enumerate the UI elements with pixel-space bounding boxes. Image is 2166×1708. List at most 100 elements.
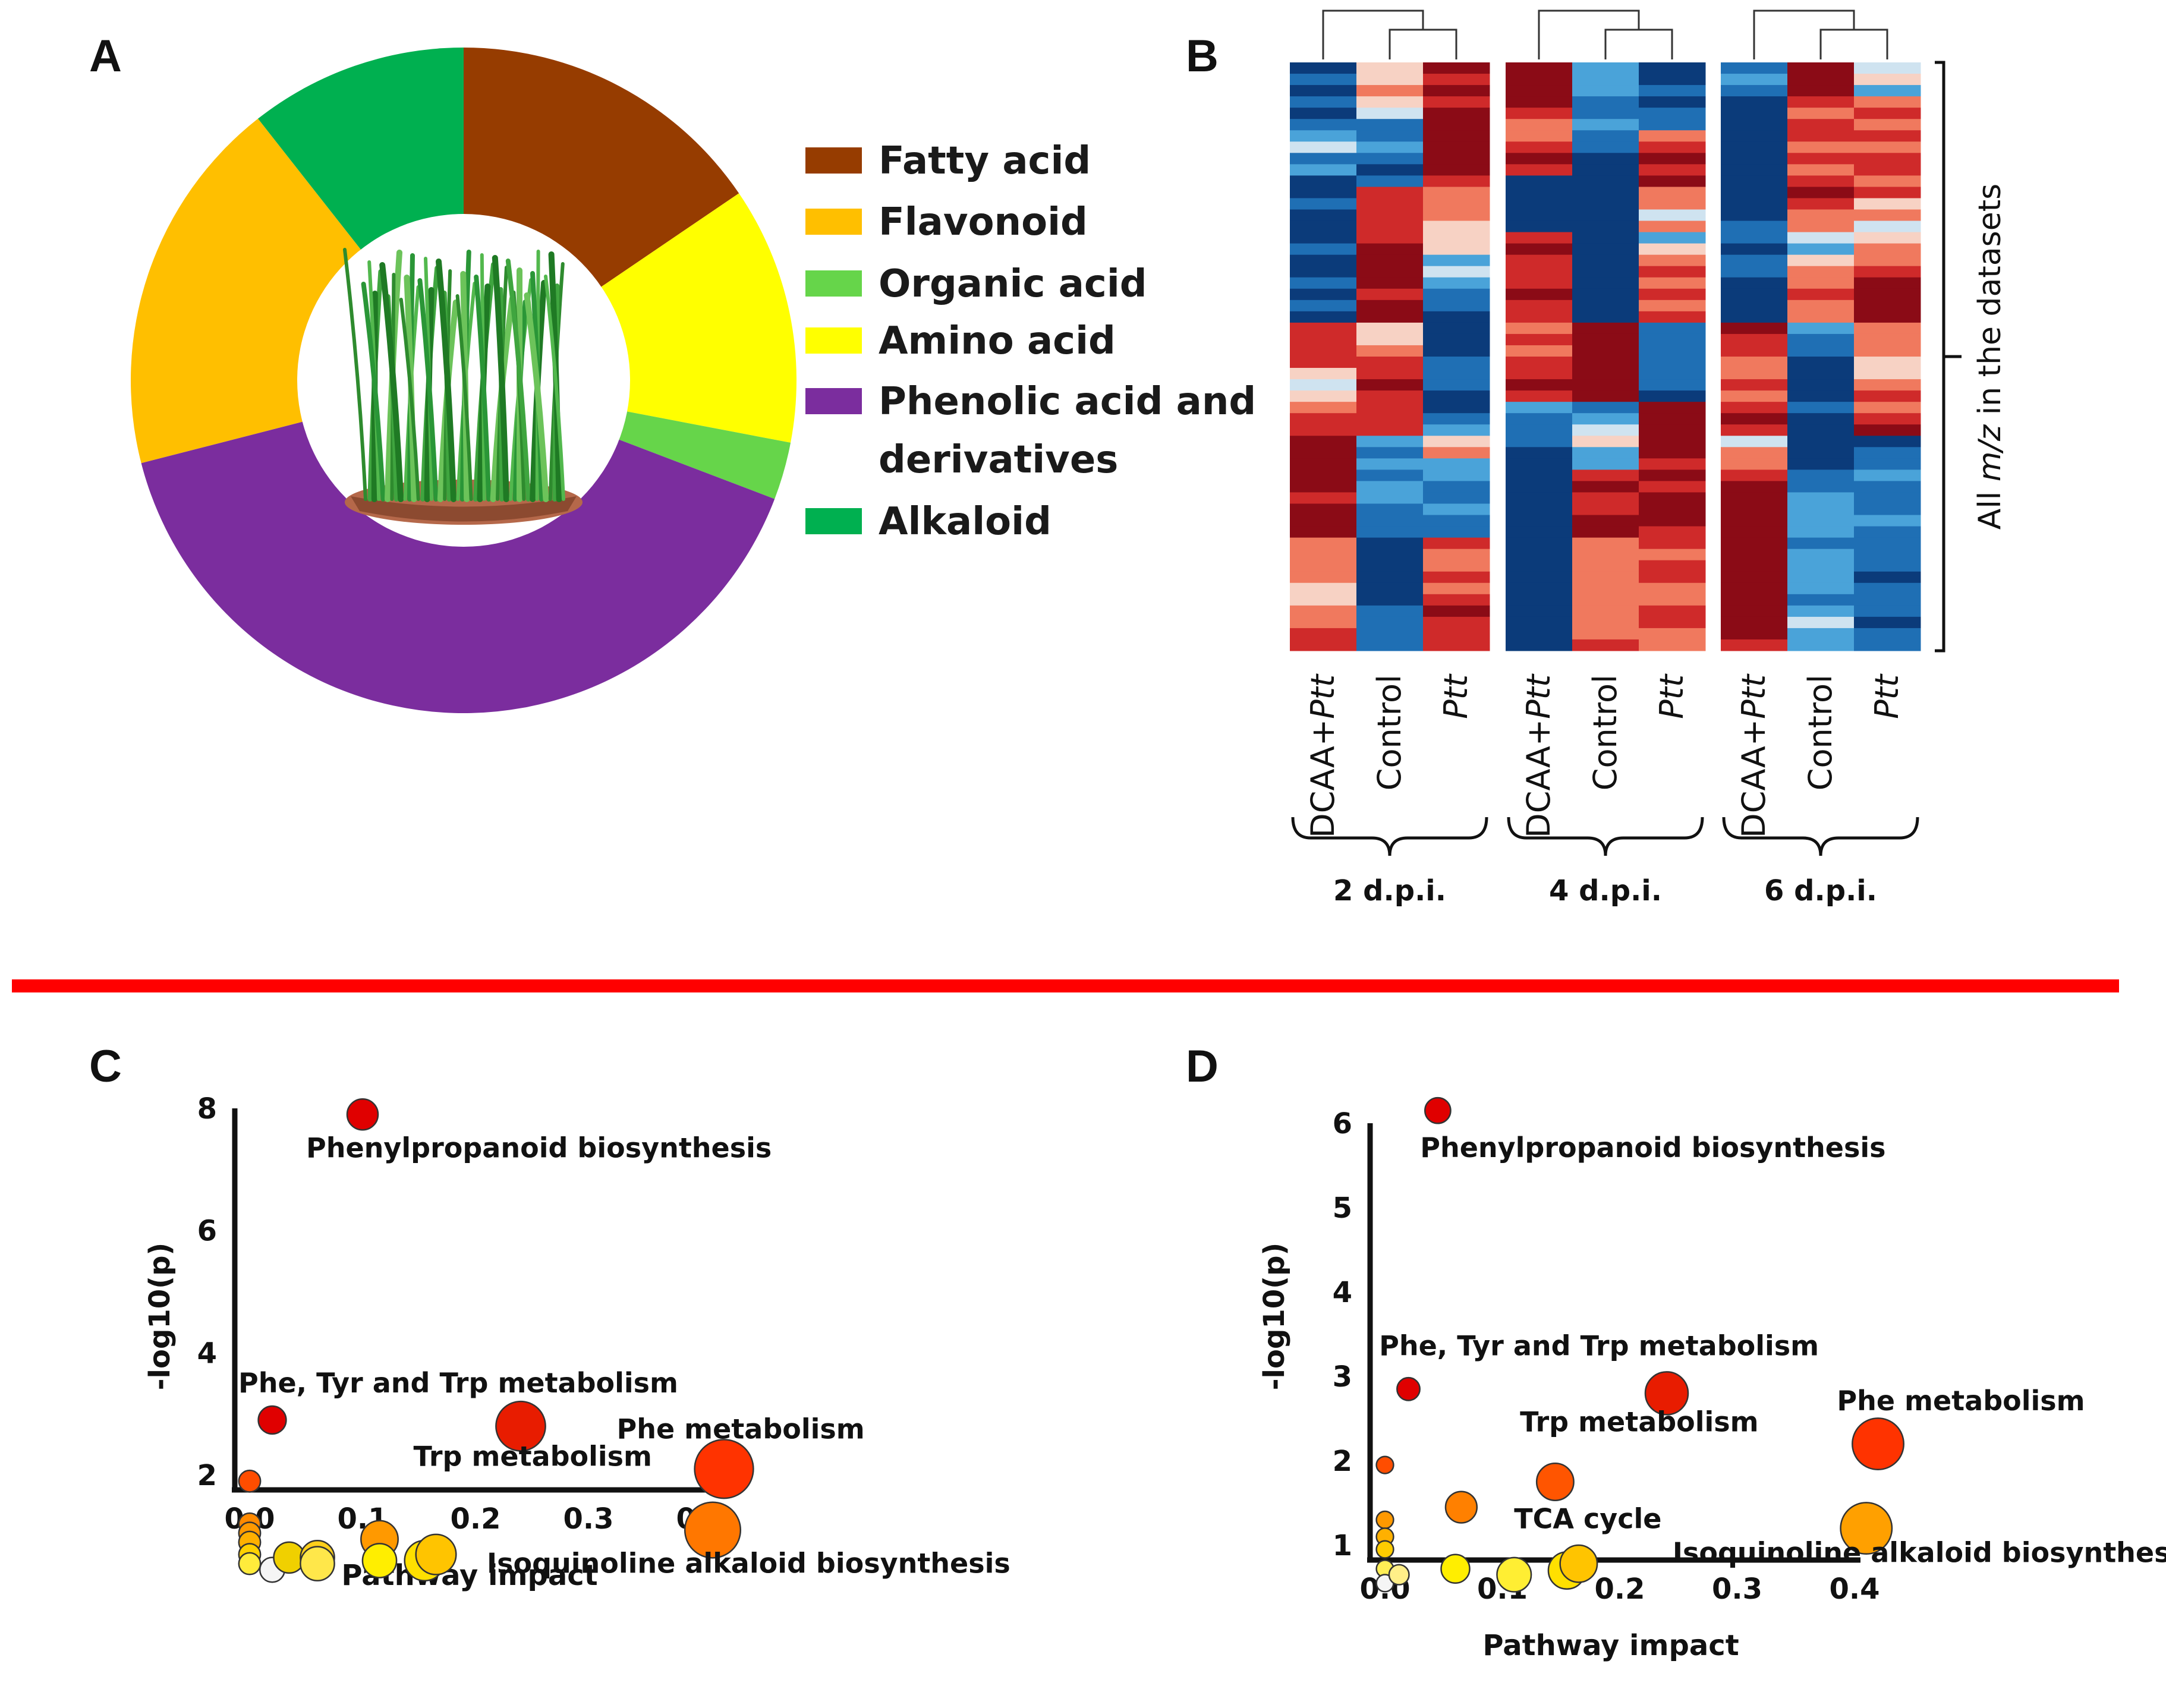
heatmap-cell	[1639, 220, 1706, 233]
point-annotation: TCA cycle	[1514, 1503, 1661, 1535]
heatmap-cell	[1721, 628, 1788, 640]
heatmap-cell	[1506, 277, 1573, 289]
heatmap-cell	[1721, 243, 1788, 256]
heatmap-cell	[1506, 368, 1573, 380]
heatmap-cell	[1639, 277, 1706, 289]
data-point	[300, 1546, 335, 1581]
heatmap-cell	[1423, 277, 1490, 289]
heatmap-cell	[1356, 62, 1424, 74]
legend: Fatty acid Flavonoid Organic acid Amino aci…	[805, 139, 1256, 544]
data-point	[1375, 1540, 1394, 1559]
heatmap-cell	[1572, 345, 1639, 357]
heatmap-cell	[1721, 300, 1788, 312]
heatmap-cell	[1787, 458, 1855, 470]
heatmap-cell	[1290, 436, 1357, 448]
heatmap-cell	[1506, 141, 1573, 153]
heatmap-cell	[1787, 469, 1855, 481]
heatmap-cell	[1290, 232, 1357, 244]
heatmap-cell	[1854, 322, 1921, 335]
heatmap-cell	[1721, 288, 1788, 301]
heatmap-cell	[1506, 436, 1573, 448]
heatmap-cell	[1572, 424, 1639, 436]
heatmap-cell	[1423, 571, 1490, 584]
column-label: Control	[1802, 675, 1839, 790]
legend-label-5-line2: derivatives	[879, 438, 1118, 482]
heatmap-cell	[1787, 108, 1855, 119]
heatmap-cell	[1787, 605, 1855, 617]
heatmap-cell	[1423, 74, 1490, 86]
heatmap-cell	[1787, 254, 1855, 267]
heatmap-cell	[1290, 390, 1357, 402]
heatmap-cell	[1787, 62, 1855, 74]
heatmap-cell	[1572, 74, 1639, 86]
heatmap-cell	[1423, 209, 1490, 222]
heatmap-cell	[1506, 469, 1573, 481]
heatmap-cell	[1721, 605, 1788, 617]
heatmap-cell	[1639, 243, 1706, 256]
heatmap-cell	[1506, 153, 1573, 165]
y-tick-label: 1	[1333, 1529, 1352, 1562]
heatmap-cell	[1423, 96, 1490, 108]
heatmap-cell	[1854, 492, 1921, 504]
heatmap-cell	[1356, 130, 1424, 142]
heatmap-cell	[1572, 266, 1639, 278]
heatmap-cell	[1854, 639, 1921, 651]
heatmap-cell	[1423, 130, 1490, 142]
heatmap-cell	[1854, 368, 1921, 380]
y-axis-label: -log10(p)	[143, 1243, 177, 1391]
heatmap-cell	[1423, 582, 1490, 595]
heatmap-cell	[1721, 402, 1788, 414]
heatmap-cell	[1423, 390, 1490, 402]
heatmap-cell	[1506, 322, 1573, 335]
heatmap-cell	[1290, 85, 1357, 97]
heatmap-cell	[1572, 322, 1639, 335]
dendrogram-1	[1322, 10, 1457, 59]
heatmap-cell	[1787, 616, 1855, 629]
heatmap-cell	[1787, 187, 1855, 198]
heatmap-cell	[1506, 402, 1573, 414]
heatmap-cell	[1506, 571, 1573, 584]
heatmap-cell	[1356, 187, 1424, 198]
heatmap-cell	[1854, 379, 1921, 391]
heatmap-cell	[1787, 243, 1855, 256]
heatmap-cell	[1506, 96, 1573, 108]
legend-swatch-5	[805, 388, 862, 414]
heatmap-cell	[1356, 469, 1424, 481]
heatmap-cell	[1506, 628, 1573, 640]
heatmap-cell	[1423, 424, 1490, 436]
heatmap-cell	[1854, 164, 1921, 176]
y-tick-label: 4	[197, 1337, 217, 1370]
data-point	[257, 1405, 287, 1435]
seedling-blade	[361, 282, 386, 502]
heatmap-cell	[1356, 357, 1424, 368]
heatmap-cell	[1787, 175, 1855, 187]
heatmap-cell	[1356, 481, 1424, 493]
heatmap-cell	[1787, 639, 1855, 651]
heatmap-cell	[1506, 503, 1573, 516]
heatmap-cell	[1854, 266, 1921, 278]
heatmap-cell	[1854, 390, 1921, 402]
heatmap-cell	[1854, 594, 1921, 606]
heatmap-cell	[1721, 175, 1788, 187]
heatmap-cell	[1506, 254, 1573, 267]
heatmap-cell	[1290, 130, 1357, 142]
dendrogram-2	[1538, 10, 1673, 59]
legend-label-1: Fatty acid	[879, 139, 1091, 183]
heatmap-cell	[1356, 605, 1424, 617]
heatmap-cell	[1423, 458, 1490, 470]
heatmap-cell	[1290, 243, 1357, 256]
heatmap-cell	[1356, 232, 1424, 244]
heatmap-cell	[1721, 594, 1788, 606]
heatmap-cell	[1639, 357, 1706, 368]
column-label-text: DCAA+	[1735, 719, 1773, 838]
heatmap-cell	[1423, 515, 1490, 527]
heatmap-cell	[1356, 628, 1424, 640]
heatmap-cell	[1356, 74, 1424, 86]
data-point	[346, 1098, 379, 1131]
heatmap-cell	[1572, 458, 1639, 470]
heatmap-cell	[1290, 74, 1357, 86]
heatmap-cell	[1787, 379, 1855, 391]
heatmap-cell	[1423, 311, 1490, 323]
